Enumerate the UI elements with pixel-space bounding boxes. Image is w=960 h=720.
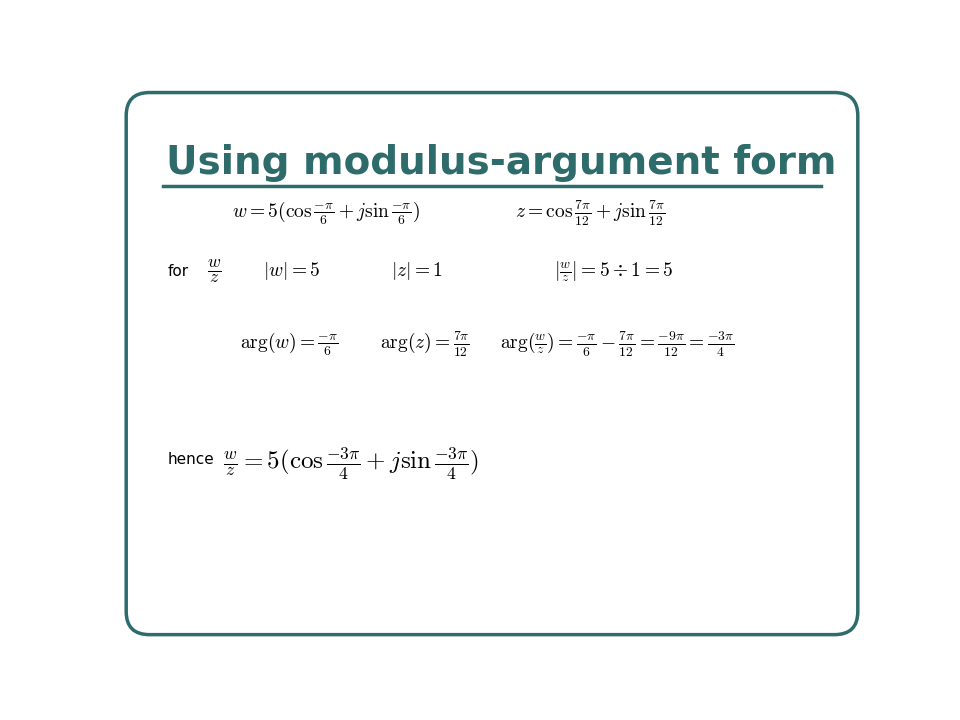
Text: hence: hence (168, 452, 215, 467)
Text: $|z| = 1$: $|z| = 1$ (392, 260, 444, 282)
Text: $\frac{w}{z}$: $\frac{w}{z}$ (206, 257, 222, 285)
Text: Using modulus-argument form: Using modulus-argument form (166, 144, 837, 182)
Text: $\mathrm{arg}(w) = \frac{-\pi}{6}$: $\mathrm{arg}(w) = \frac{-\pi}{6}$ (240, 330, 339, 359)
Text: $\left|\frac{w}{z}\right| = 5 \div 1 = 5$: $\left|\frac{w}{z}\right| = 5 \div 1 = 5… (554, 259, 673, 283)
Text: $z = \cos\frac{7\pi}{12} + j\sin\frac{7\pi}{12}$: $z = \cos\frac{7\pi}{12} + j\sin\frac{7\… (516, 199, 665, 228)
Text: $\frac{w}{z} = 5(\cos\frac{-3\pi}{4} + j\sin\frac{-3\pi}{4})$: $\frac{w}{z} = 5(\cos\frac{-3\pi}{4} + j… (223, 446, 479, 482)
Text: $w = 5(\cos\frac{-\pi}{6} + j\sin\frac{-\pi}{6})$: $w = 5(\cos\frac{-\pi}{6} + j\sin\frac{-… (232, 199, 420, 228)
FancyBboxPatch shape (126, 93, 858, 634)
Text: $|w| = 5$: $|w| = 5$ (263, 260, 321, 282)
Text: for: for (168, 264, 189, 279)
Text: $\mathrm{arg}(z) = \frac{7\pi}{12}$: $\mathrm{arg}(z) = \frac{7\pi}{12}$ (379, 330, 469, 359)
Text: $\mathrm{arg}(\frac{w}{z}) = \frac{-\pi}{6} - \frac{7\pi}{12} = \frac{-9\pi}{12}: $\mathrm{arg}(\frac{w}{z}) = \frac{-\pi}… (500, 330, 734, 359)
